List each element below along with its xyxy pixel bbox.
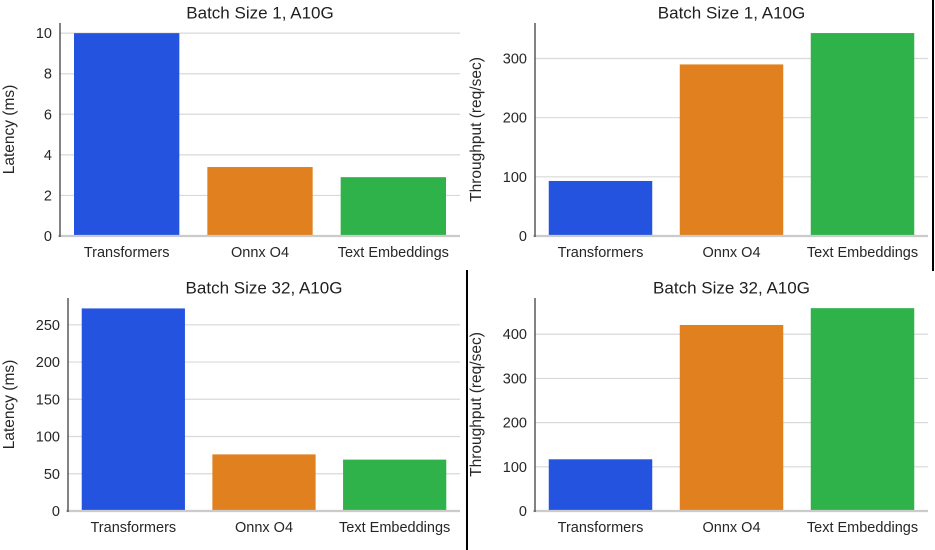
x-category-label: Text Embeddings [339,520,450,536]
y-tick-label: 200 [503,416,527,432]
y-tick-label: 200 [503,111,527,127]
x-category-label: Transformers [90,520,176,536]
bar-transformers [548,459,653,511]
y-tick-label: 2 [44,188,52,204]
chart-latency-batch-1: 0 2 4 6 8 10 Transformers Onnx O4 Text Embedding… [0,0,467,275]
y-tick-label: 0 [44,229,52,245]
chart-title: Batch Size 32, A10G [653,279,810,298]
bar-onnx-o4 [207,167,313,236]
y-tick-label: 100 [503,170,527,186]
bar-transformers [74,33,180,237]
x-category-label: Transformers [558,245,644,261]
y-tick-label: 100 [36,430,60,446]
y-axis-label: Latency (ms) [1,85,18,175]
chart-throughput-batch-1: 0 100 200 300 Transformers Onnx O4 Text Embedd… [467,0,935,275]
bar-text-embeddings [343,459,447,511]
bar-text-embeddings [810,33,915,236]
chart-title: Batch Size 1, A10G [186,4,333,23]
chart-svg: 0 100 200 300 400 Transformers Onnx O4 Text Emb… [468,279,928,536]
panel-border-line-right [932,0,934,271]
x-category-label: Transformers [558,520,644,536]
bar-text-embeddings [810,308,915,511]
chart-latency-batch-32: 0 50 100 150 200 250 Transformers Onnx O4 Text E… [0,275,467,550]
x-category-label: Onnx O4 [702,520,760,536]
y-axis-label: Latency (ms) [1,360,18,450]
y-tick-label: 100 [503,460,527,476]
x-category-label: Onnx O4 [231,245,289,261]
y-tick-label: 300 [503,52,527,68]
x-category-label: Onnx O4 [235,520,293,536]
y-tick-label: 4 [44,148,52,164]
bar-transformers [81,308,185,511]
y-tick-label: 0 [519,229,527,245]
bar-transformers [548,180,653,236]
chart-svg: 0 100 200 300 Transformers Onnx O4 Text Embedd… [468,4,928,261]
y-axis-label: Throughput (req/sec) [468,57,485,202]
bar-onnx-o4 [679,64,784,237]
chart-svg: 0 2 4 6 8 10 Transformers Onnx O4 Text Embedding… [1,4,460,261]
bar-onnx-o4 [212,454,316,511]
y-tick-label: 200 [36,355,60,371]
y-tick-label: 6 [44,107,52,123]
chart-throughput-batch-32: 0 100 200 300 400 Transformers Onnx O4 Text Emb… [467,275,935,550]
panel-border-line-middle [466,270,468,550]
x-category-label: Text Embeddings [807,245,918,261]
y-tick-label: 10 [36,26,52,42]
y-tick-label: 150 [36,392,60,408]
bar-onnx-o4 [679,324,784,511]
chart-title: Batch Size 1, A10G [658,4,805,23]
y-tick-label: 50 [44,467,60,483]
y-tick-label: 0 [52,504,60,520]
y-tick-label: 250 [36,318,60,334]
chart-svg: 0 50 100 150 200 250 Transformers Onnx O4 Text E… [1,279,460,536]
x-category-label: Onnx O4 [702,245,760,261]
x-category-label: Transformers [84,245,170,261]
y-tick-label: 8 [44,67,52,83]
x-category-label: Text Embeddings [807,520,918,536]
y-tick-label: 300 [503,371,527,387]
x-category-label: Text Embeddings [338,245,449,261]
y-axis-label: Throughput (req/sec) [468,332,485,477]
chart-title: Batch Size 32, A10G [186,279,343,298]
y-tick-label: 0 [519,504,527,520]
bar-text-embeddings [340,177,446,236]
y-tick-label: 400 [503,327,527,343]
